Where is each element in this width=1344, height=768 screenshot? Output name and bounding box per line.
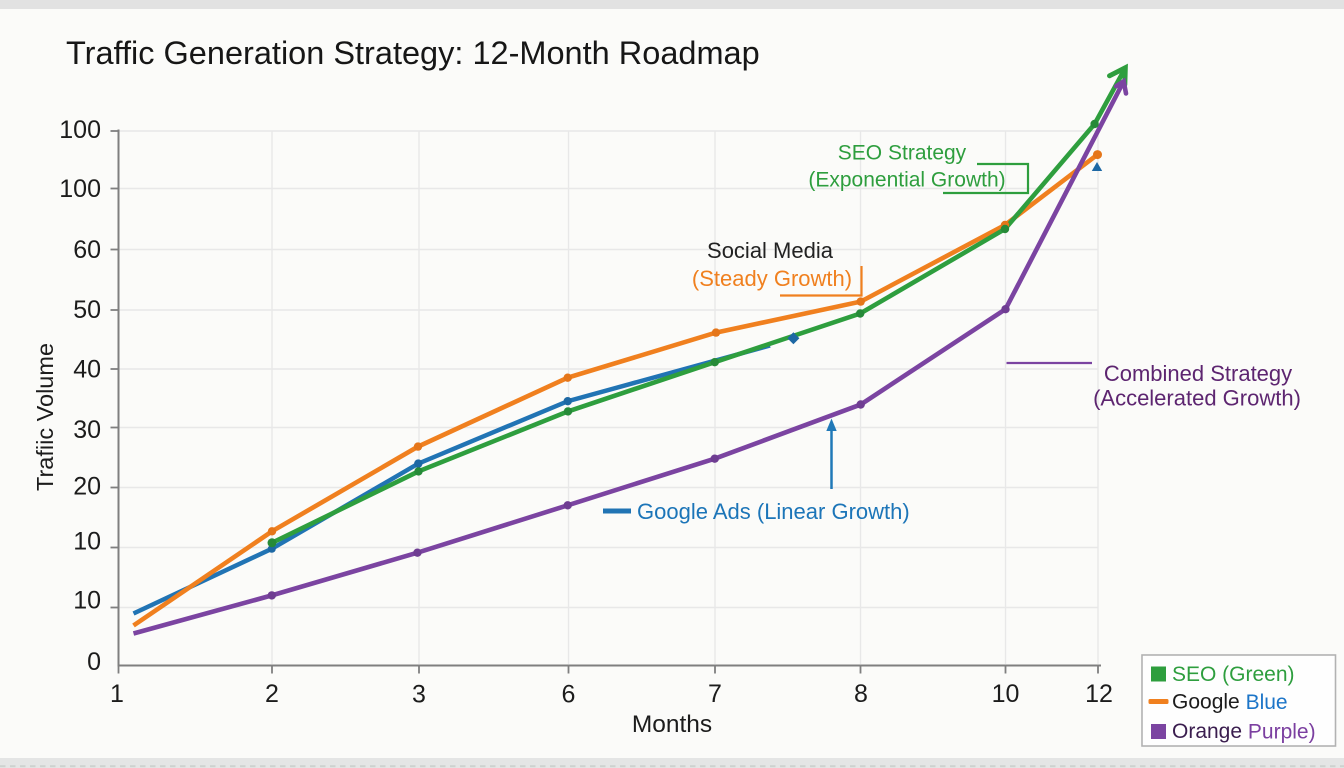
svg-text:Google Ads (Linear Growth): Google Ads (Linear Growth) [637,499,910,524]
svg-text:(Exponential Growth): (Exponential Growth) [808,169,1005,192]
svg-text:Google Blue: Google Blue [1172,690,1288,713]
svg-text:100: 100 [59,116,101,144]
svg-text:SEO (Green): SEO (Green) [1172,663,1295,686]
svg-text:0: 0 [87,648,101,676]
svg-text:Trafiic Volume: Trafiic Volume [32,343,58,491]
svg-text:40: 40 [73,356,101,384]
svg-text:100: 100 [59,175,101,203]
svg-text:Social Media: Social Media [707,238,834,263]
svg-text:Traffic Generation Strategy: 1: Traffic Generation Strategy: 12-Month Ro… [66,35,760,71]
svg-text:10: 10 [992,680,1020,708]
svg-text:Combined Strategy: Combined Strategy [1104,361,1292,386]
svg-text:50: 50 [73,296,101,324]
svg-text:Orange Purple): Orange Purple) [1172,720,1316,743]
svg-text:(Accelerated Growth): (Accelerated Growth) [1093,386,1301,411]
svg-text:20: 20 [73,473,101,501]
svg-text:7: 7 [708,680,722,708]
svg-text:3: 3 [412,681,426,709]
svg-text:10: 10 [73,587,101,615]
svg-text:8: 8 [854,680,868,708]
svg-text:12: 12 [1085,680,1113,708]
svg-text:10: 10 [73,528,101,556]
svg-text:Months: Months [632,711,712,738]
svg-text:(Steady Growth): (Steady Growth) [692,266,852,291]
svg-text:2: 2 [265,680,279,708]
svg-text:60: 60 [73,236,101,264]
svg-text:SEO Strategy: SEO Strategy [838,142,967,165]
svg-text:6: 6 [562,681,576,709]
svg-text:30: 30 [73,416,101,444]
svg-text:1: 1 [110,680,124,708]
